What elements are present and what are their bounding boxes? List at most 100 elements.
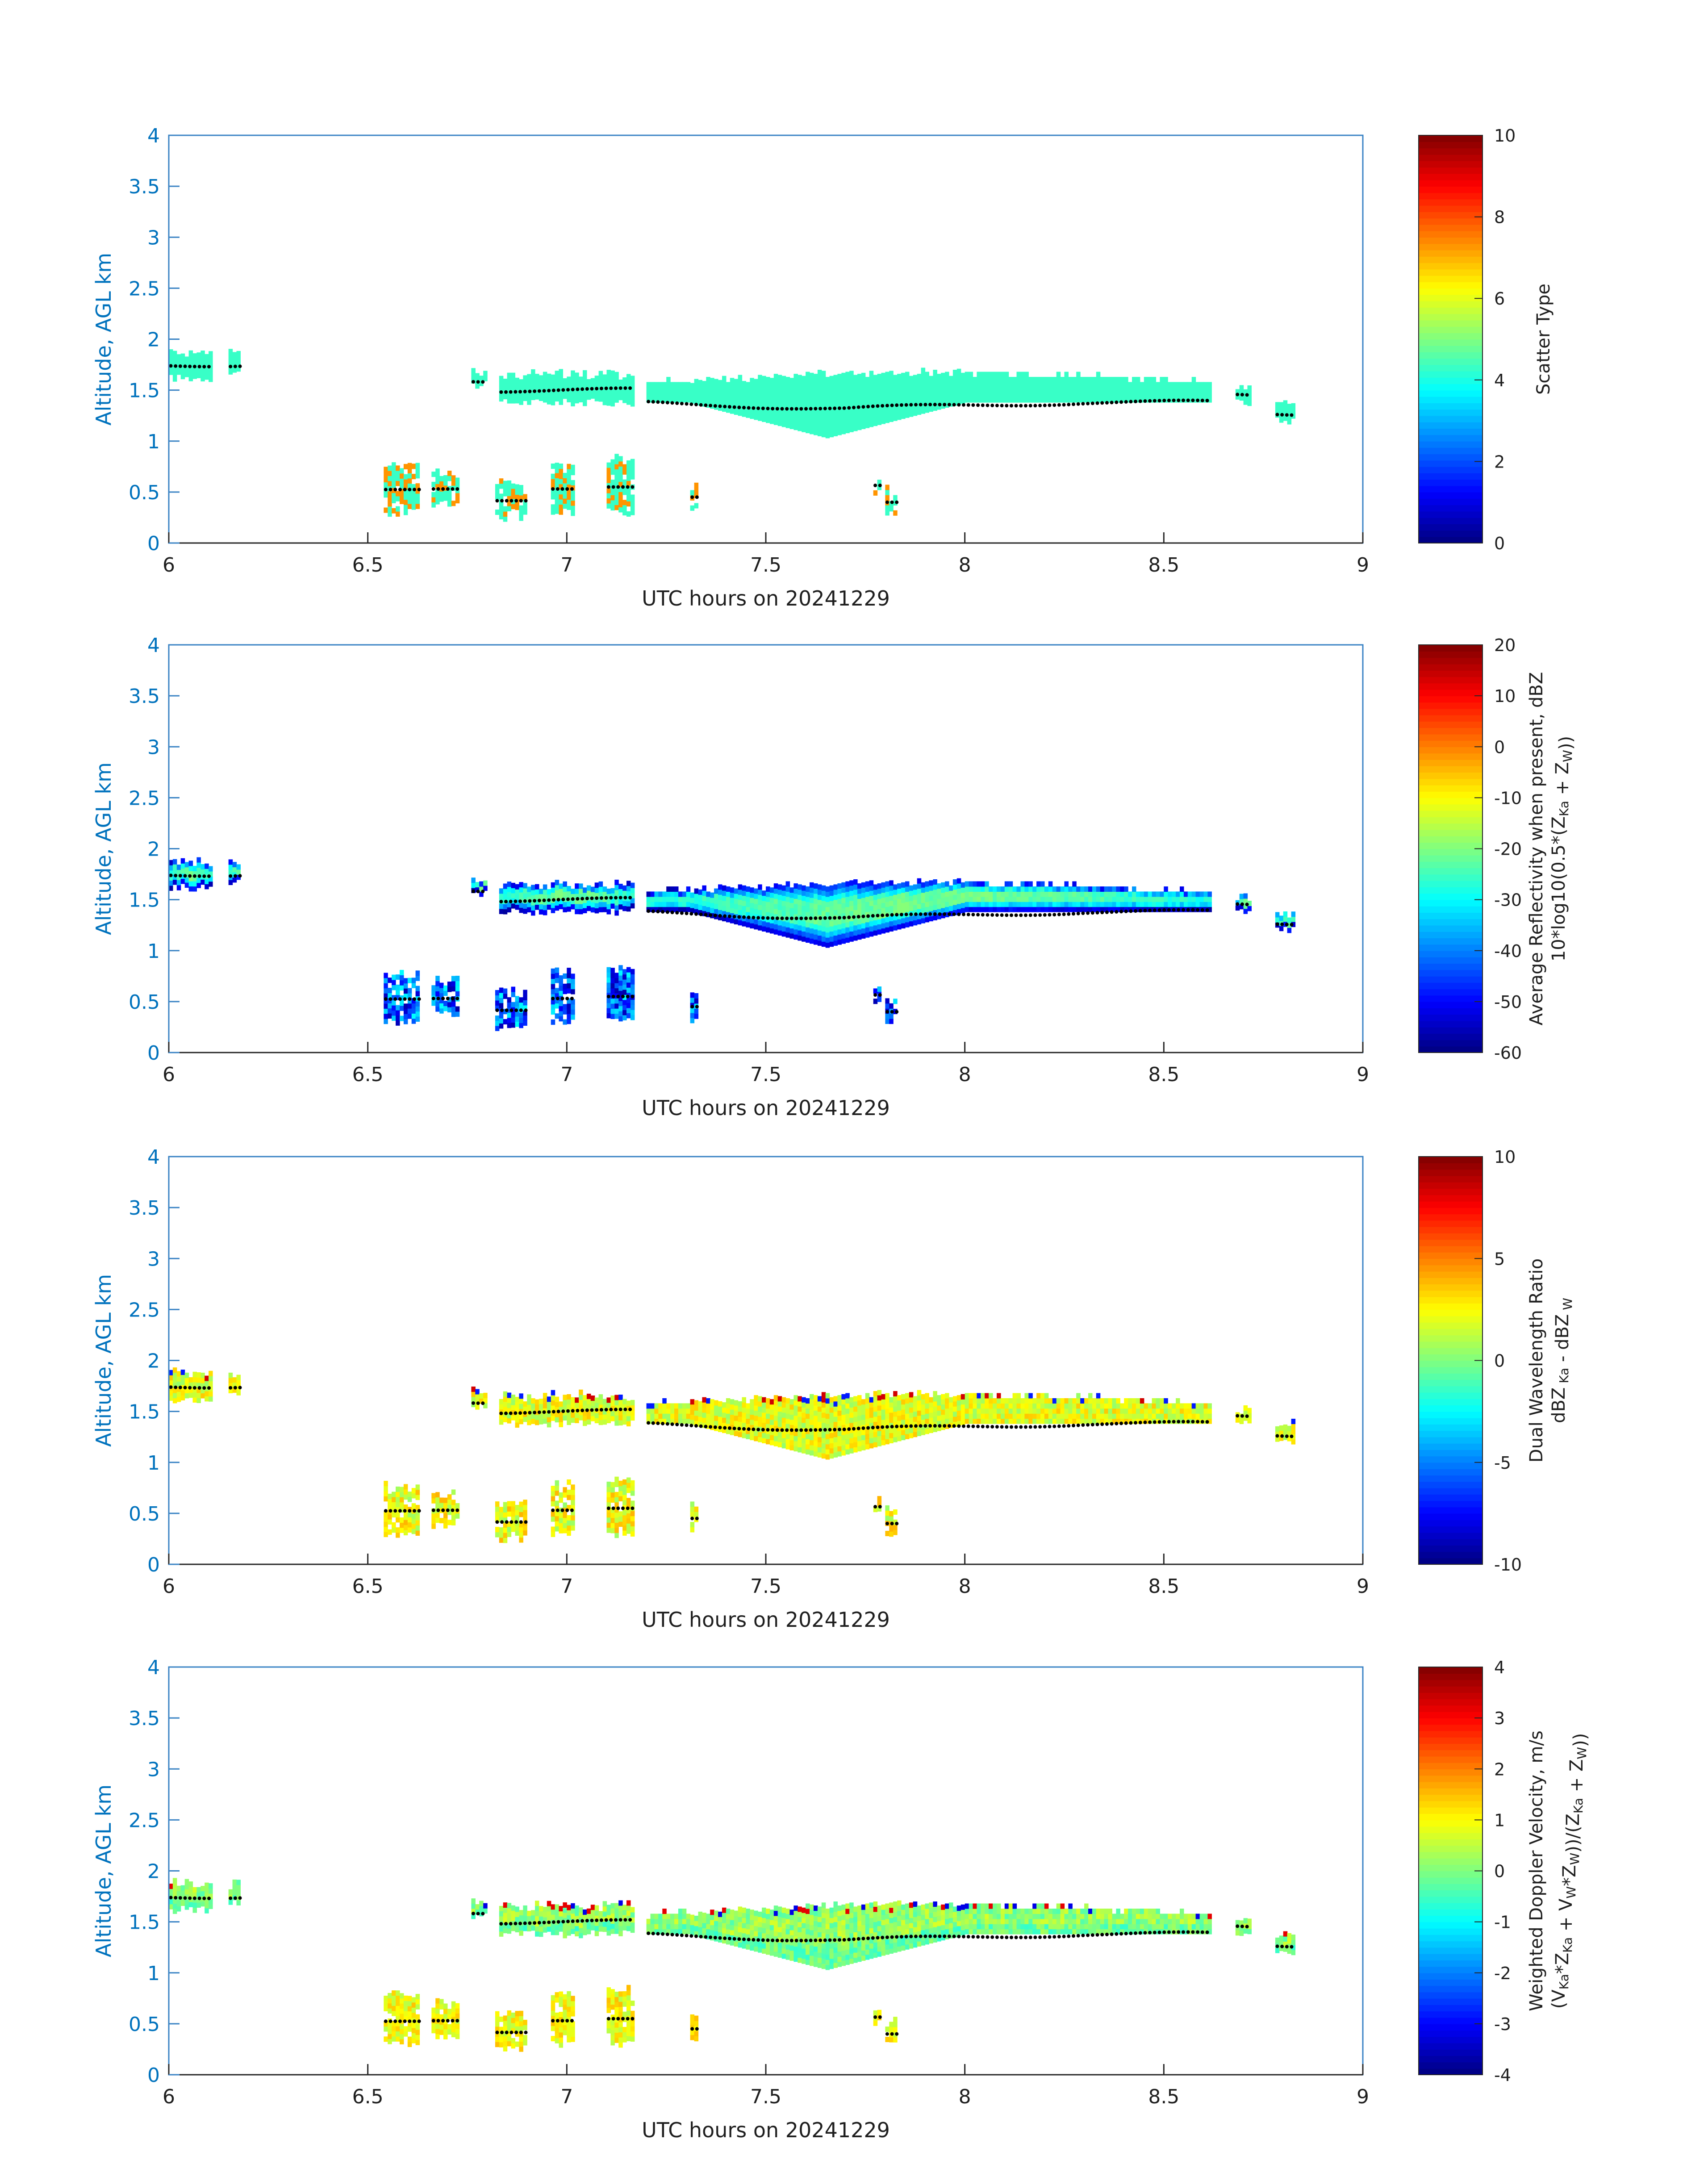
heatmap-cell: [1024, 891, 1029, 897]
heatmap-cell: [1172, 902, 1176, 907]
heatmap-cell: [407, 998, 412, 1004]
colorbar-swatch: [1419, 371, 1482, 378]
heatmap-cell: [1239, 894, 1244, 899]
heatmap-cell: [793, 903, 798, 909]
heatmap-cell: [606, 395, 611, 401]
heatmap-cell: [646, 387, 651, 393]
heatmap-cell: [1024, 1408, 1029, 1414]
heatmap-cell: [435, 489, 440, 494]
heatmap-cell: [1044, 896, 1049, 902]
heatmap-cell: [236, 351, 241, 356]
heatmap-cell: [200, 351, 205, 356]
heatmap-cell: [885, 1418, 889, 1424]
heatmap-cell: [1056, 387, 1061, 393]
heatmap-cell: [952, 380, 957, 385]
heatmap-cell: [511, 882, 515, 888]
heatmap-cell: [1092, 397, 1097, 403]
heatmap-cell: [698, 390, 702, 396]
heatmap-cell: [989, 902, 993, 907]
heatmap-cell: [479, 881, 484, 887]
cloud-top-dot: [446, 487, 450, 491]
cloud-top-dot: [1153, 908, 1157, 912]
cloud-top-dot: [504, 899, 508, 903]
heatmap-cell: [415, 488, 420, 494]
heatmap-cell: [1028, 896, 1033, 902]
heatmap-cell: [773, 919, 778, 924]
heatmap-cell: [392, 980, 396, 985]
heatmap-cell: [742, 1422, 746, 1428]
heatmap-cell: [897, 389, 902, 395]
heatmap-cell: [1207, 382, 1212, 388]
heatmap-cell: [881, 414, 885, 419]
heatmap-cell: [1100, 377, 1105, 382]
heatmap-cell: [1048, 891, 1053, 897]
heatmap-cell: [945, 1398, 949, 1404]
heatmap-cell: [897, 374, 902, 380]
heatmap-cell: [559, 1417, 563, 1422]
heatmap-cell: [945, 886, 949, 892]
heatmap-cell: [1000, 1418, 1005, 1424]
heatmap-cell: [781, 906, 786, 911]
heatmap-cell: [555, 380, 560, 386]
cloud-top-dot: [537, 389, 541, 393]
heatmap-cell: [614, 469, 619, 475]
heatmap-cell: [1084, 392, 1089, 398]
heatmap-cell: [1004, 1418, 1009, 1424]
cloud-top-dot: [1134, 909, 1137, 913]
heatmap-cell: [829, 422, 834, 427]
heatmap-cell: [209, 1396, 213, 1402]
heatmap-cell: [825, 377, 830, 382]
heatmap-cell: [762, 1402, 766, 1408]
plot-area-frame: [168, 644, 1364, 1053]
heatmap-cell: [825, 927, 830, 933]
heatmap-cell: [1128, 896, 1132, 902]
heatmap-cell: [781, 911, 786, 916]
heatmap-cell: [814, 374, 818, 380]
heatmap-cell: [1108, 1398, 1112, 1404]
heatmap-cell: [188, 371, 193, 376]
heatmap-cell: [965, 1413, 969, 1419]
heatmap-cell: [881, 1394, 885, 1400]
cloud-top-dot: [890, 1010, 894, 1014]
cloud-top-dot: [1182, 908, 1185, 912]
heatmap-cell: [873, 415, 878, 421]
heatmap-cell: [901, 1409, 906, 1415]
heatmap-cell: [630, 505, 635, 510]
heatmap-cell: [1275, 912, 1280, 918]
heatmap-cell: [384, 978, 388, 983]
heatmap-cell: [952, 910, 957, 915]
heatmap-cell: [674, 1403, 679, 1409]
cloud-top-dot: [995, 404, 999, 408]
heatmap-cell: [949, 890, 953, 896]
cloud-top-dot: [566, 897, 570, 901]
heatmap-cell: [176, 885, 181, 890]
heatmap-cell: [435, 473, 440, 479]
heatmap-cell: [519, 510, 523, 516]
heatmap-cell: [841, 918, 846, 923]
heatmap-cell: [1004, 907, 1009, 912]
heatmap-cell: [806, 377, 810, 382]
heatmap-cell: [833, 385, 838, 391]
heatmap-cell: [1124, 387, 1128, 393]
heatmap-cell: [610, 988, 615, 994]
heatmap-cell: [527, 399, 531, 405]
heatmap-cell: [571, 370, 575, 376]
heatmap-cell: [1124, 907, 1128, 912]
heatmap-cell: [610, 1416, 615, 1421]
heatmap-cell: [814, 394, 818, 400]
heatmap-cell: [1080, 902, 1085, 907]
heatmap-cell: [499, 1003, 504, 1008]
heatmap-cell: [1124, 1403, 1128, 1409]
heatmap-cell: [180, 368, 185, 374]
heatmap-cell: [817, 415, 822, 421]
heatmap-cell: [654, 387, 659, 393]
heatmap-cell: [829, 931, 834, 937]
heatmap-cell: [881, 882, 885, 888]
heatmap-cell: [825, 1403, 830, 1409]
heatmap-cell: [849, 936, 854, 942]
colorbar-tick-label: -40: [1494, 941, 1522, 961]
heatmap-cell: [519, 1408, 523, 1414]
heatmap-cell: [184, 372, 189, 377]
heatmap-cell: [793, 924, 798, 930]
